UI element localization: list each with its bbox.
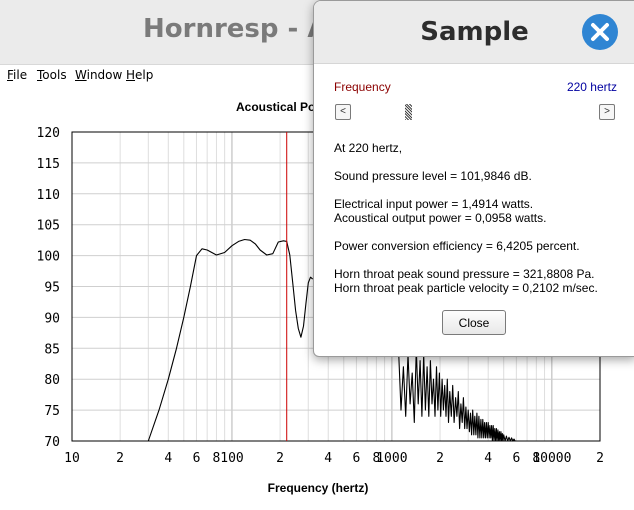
result-throat-pressure: Horn throat peak sound pressure = 321,88… (334, 267, 595, 281)
dialog-titlebar[interactable]: Sample (314, 1, 634, 64)
x-tick-label: 8 (372, 451, 380, 466)
chart-series (147, 238, 517, 442)
result-efficiency: Power conversion efficiency = 6,4205 per… (334, 239, 580, 253)
y-tick-label: 75 (44, 404, 60, 419)
y-tick-labels: 120 115 110 105 100 95 90 85 80 75 70 (37, 126, 60, 450)
menu-help-label: elp (135, 68, 154, 82)
menu-tools-label: ools (42, 68, 67, 82)
result-at-frequency: At 220 hertz, (334, 141, 403, 155)
result-throat-velocity: Horn throat peak particle velocity = 0,2… (334, 281, 598, 295)
menu-file-mnemonic: F (7, 68, 14, 82)
y-tick-label: 85 (44, 342, 60, 357)
frequency-slider[interactable]: < > (334, 104, 616, 120)
x-tick-label: 10 (64, 451, 80, 466)
y-tick-label: 95 (44, 281, 60, 296)
x-tick-label: 2 (436, 451, 444, 466)
dialog-close-x-button[interactable] (582, 14, 618, 50)
x-tick-label: 10000 (532, 451, 571, 466)
result-spl: Sound pressure level = 101,9846 dB. (334, 169, 532, 183)
slider-left-button[interactable]: < (335, 104, 351, 120)
y-tick-label: 120 (37, 126, 60, 141)
x-tick-label: 6 (193, 451, 201, 466)
menu-help[interactable]: Help (126, 68, 153, 82)
main-window-title: Hornresp - Ac (143, 14, 343, 44)
y-tick-label: 105 (37, 219, 60, 234)
x-tick-label: 1000 (376, 451, 407, 466)
x-tick-label: 4 (164, 451, 172, 466)
menu-window-mnemonic: W (75, 68, 87, 82)
x-tick-label: 100 (220, 451, 243, 466)
y-tick-label: 100 (37, 250, 60, 265)
result-acoustical-power: Acoustical output power = 0,0958 watts. (334, 211, 547, 225)
x-tick-label: 2 (276, 451, 284, 466)
close-button[interactable]: Close (442, 310, 506, 335)
x-tick-label: 6 (512, 451, 520, 466)
x-tick-label: 2 (596, 451, 604, 466)
y-tick-label: 70 (44, 435, 60, 450)
dialog-title: Sample (420, 17, 529, 47)
frequency-label: Frequency (334, 80, 391, 94)
x-tick-label: 4 (484, 451, 492, 466)
y-tick-label: 90 (44, 311, 60, 326)
x-tick-label: 8 (532, 451, 540, 466)
menu-file[interactable]: File (7, 68, 27, 82)
menu-help-mnemonic: H (126, 68, 136, 82)
menu-window-label: indow (86, 68, 123, 82)
y-tick-label: 80 (44, 373, 60, 388)
x-axis-label: Frequency (hertz) (268, 481, 369, 495)
menu-file-label: ile (13, 68, 28, 82)
slider-right-button[interactable]: > (599, 104, 615, 120)
menu-window[interactable]: Window (75, 68, 122, 82)
y-tick-label: 110 (37, 188, 60, 203)
frequency-value: 220 hertz (566, 80, 617, 94)
spl-curve-segment-2 (397, 347, 517, 442)
result-electrical-power: Electrical input power = 1,4914 watts. (334, 197, 534, 211)
spl-curve-segment-1 (147, 238, 314, 442)
x-tick-label: 8 (212, 451, 220, 466)
slider-thumb[interactable] (405, 104, 412, 120)
sample-dialog: Sample Frequency 220 hertz < > At 220 he… (313, 0, 634, 357)
close-icon (591, 23, 609, 41)
x-tick-label: 2 (116, 451, 124, 466)
menu-tools[interactable]: Tools (37, 68, 67, 82)
menu-tools-mnemonic: T (37, 68, 43, 82)
x-tick-label: 4 (324, 451, 332, 466)
x-tick-label: 6 (352, 451, 360, 466)
chart-title: Acoustical Po (236, 100, 315, 114)
y-tick-label: 115 (37, 157, 60, 172)
